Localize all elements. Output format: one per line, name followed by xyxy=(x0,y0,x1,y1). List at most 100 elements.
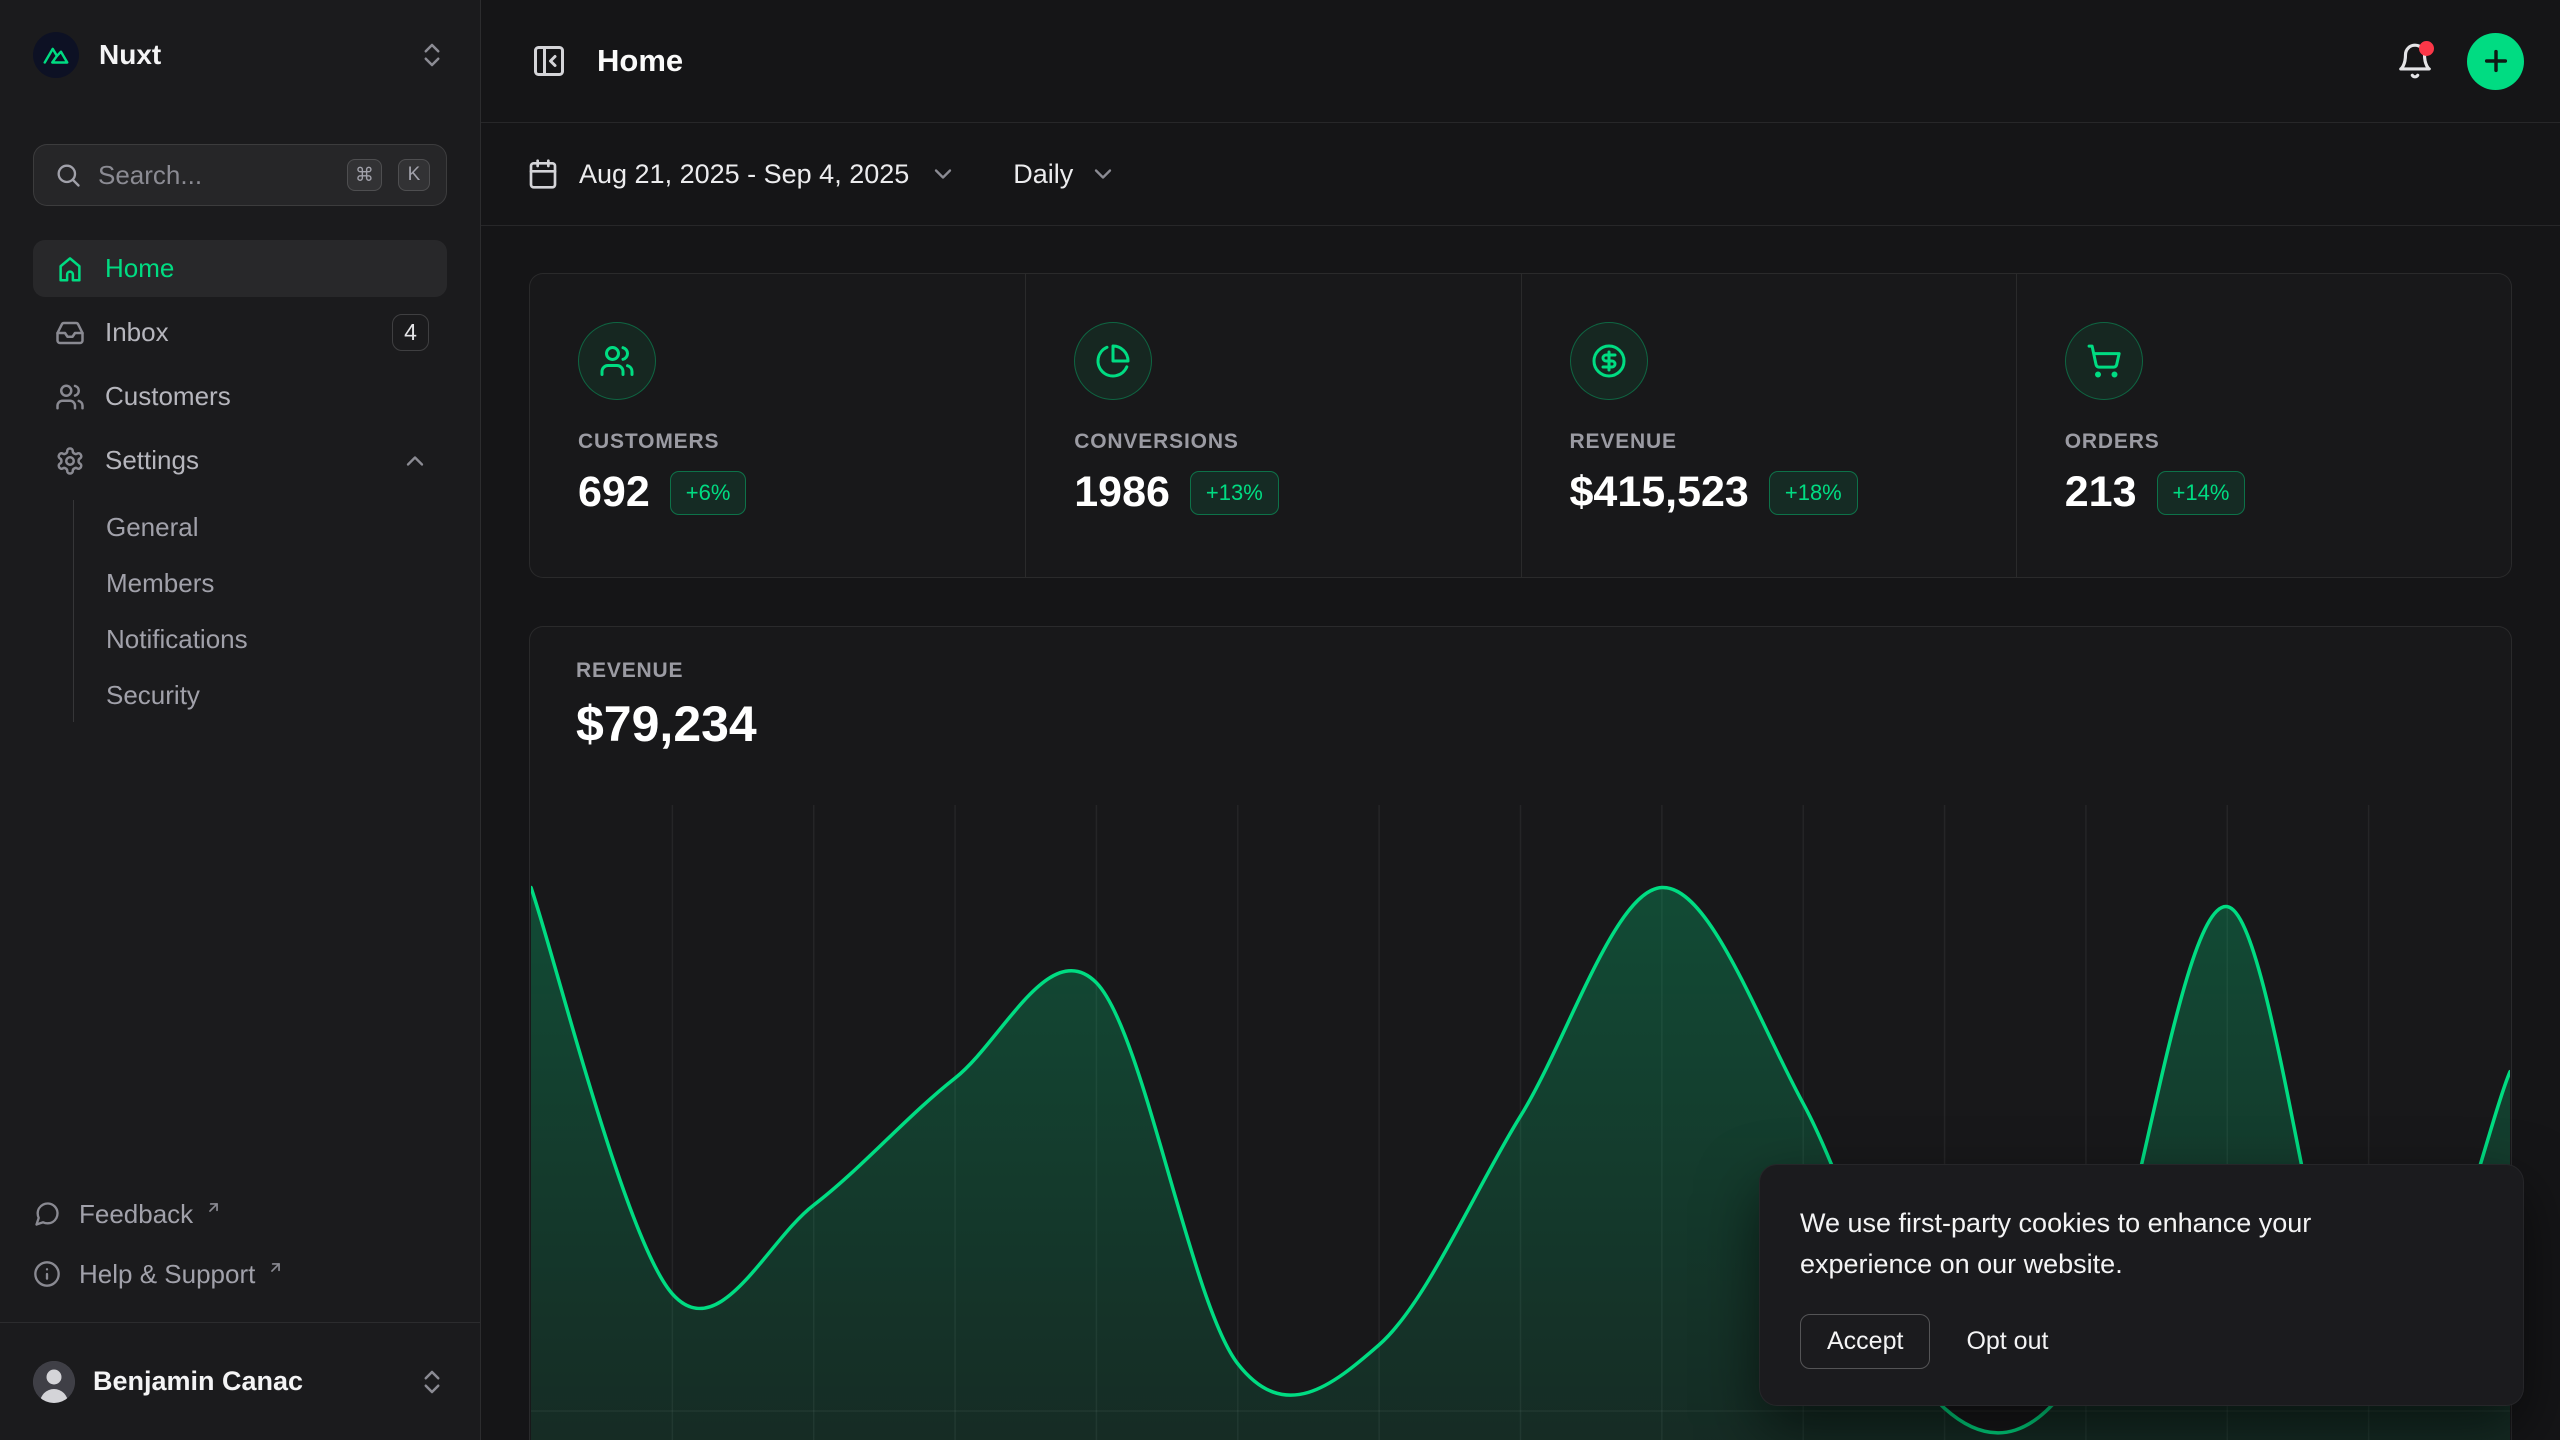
revenue-chart-card: REVENUE $79,234 xyxy=(529,626,2512,1440)
cookie-message: We use first-party cookies to enhance yo… xyxy=(1800,1208,2312,1279)
stat-conversions: CONVERSIONS 1986 +13% xyxy=(1025,274,1520,577)
date-range-picker[interactable]: Aug 21, 2025 - Sep 4, 2025 xyxy=(527,158,957,190)
notifications-button[interactable] xyxy=(2391,37,2439,85)
gear-icon xyxy=(55,446,85,476)
settings-subnav: General Members Notifications Security xyxy=(73,500,447,722)
stat-orders: ORDERS 213 +14% xyxy=(2015,274,2511,577)
stat-value: 213 xyxy=(2064,468,2137,516)
header-actions xyxy=(2391,32,2524,90)
stat-icon-badge xyxy=(2064,322,2143,400)
stat-label: CUSTOMERS xyxy=(578,430,720,453)
search-placeholder: Search... xyxy=(98,159,203,190)
dollar-circle-icon xyxy=(1592,344,1625,378)
stat-icon-badge xyxy=(1074,322,1153,400)
users-icon xyxy=(600,346,634,376)
chart-area-fill xyxy=(531,887,2510,1440)
user-name: Benjamin Canac xyxy=(93,1366,304,1396)
date-range-label: Aug 21, 2025 - Sep 4, 2025 xyxy=(579,158,910,189)
stat-value: $415,523 xyxy=(1569,468,1749,516)
filters-toolbar: Aug 21, 2025 - Sep 4, 2025 Daily xyxy=(481,123,2560,226)
sidebar-item-settings[interactable]: Settings xyxy=(33,432,447,489)
panel-left-close-icon xyxy=(534,46,564,76)
stat-icon-badge xyxy=(1569,322,1648,400)
period-select[interactable]: Daily xyxy=(1013,159,1117,190)
pie-chart-icon xyxy=(1096,344,1130,378)
inbox-icon xyxy=(55,318,85,348)
sidebar-item-notifications[interactable]: Notifications xyxy=(92,612,447,666)
workspace-switcher[interactable]: Nuxt xyxy=(23,24,457,86)
feedback-label: Feedback xyxy=(79,1198,194,1229)
subnav-label: General xyxy=(106,511,199,542)
search-icon xyxy=(54,161,82,189)
cookie-banner: We use first-party cookies to enhance yo… xyxy=(1759,1164,2524,1406)
sidebar-item-label: Inbox xyxy=(105,317,169,347)
sidebar-item-label: Customers xyxy=(105,381,231,411)
sidebar-item-security[interactable]: Security xyxy=(92,668,447,722)
chart-line xyxy=(531,885,2510,1435)
opt-out-button[interactable]: Opt out xyxy=(1966,1327,2049,1355)
revenue-label: REVENUE xyxy=(576,659,684,682)
bell-icon xyxy=(2399,43,2431,79)
stat-label: ORDERS xyxy=(2064,430,2160,453)
page-header: Home xyxy=(481,0,2560,123)
subnav-label: Notifications xyxy=(106,623,248,654)
workspace-name: Nuxt xyxy=(99,39,162,70)
chevrons-up-down-icon xyxy=(417,40,447,70)
sidebar-item-customers[interactable]: Customers xyxy=(33,368,447,425)
calendar-icon xyxy=(527,158,559,190)
sidebar-item-members[interactable]: Members xyxy=(92,556,447,610)
search-input[interactable]: Search... ⌘ K xyxy=(33,144,447,206)
sidebar-item-label: Settings xyxy=(105,445,199,475)
stat-label: CONVERSIONS xyxy=(1074,430,1239,453)
sidebar-footer-links: Feedback Help & Support xyxy=(33,1186,447,1322)
info-circle-icon xyxy=(33,1260,61,1288)
arrow-up-right-icon xyxy=(205,1199,222,1216)
sidebar-item-label: Home xyxy=(105,253,175,283)
stat-label: REVENUE xyxy=(1569,430,1677,453)
sidebar: Nuxt Search... ⌘ K Home xyxy=(0,0,481,1440)
revenue-card-header: REVENUE $79,234 xyxy=(530,627,2511,753)
create-button[interactable] xyxy=(2467,32,2524,90)
plus-icon xyxy=(2484,49,2507,73)
sidebar-collapse-button[interactable] xyxy=(527,39,571,83)
stat-revenue: REVENUE $415,523 +18% xyxy=(1520,274,2016,577)
subnav-label: Members xyxy=(106,567,215,598)
users-icon xyxy=(55,382,85,412)
chevron-down-icon xyxy=(929,160,957,188)
home-icon xyxy=(55,254,85,284)
cookie-actions: Accept Opt out xyxy=(1800,1314,2483,1369)
sidebar-item-general[interactable]: General xyxy=(92,500,447,554)
message-circle-icon xyxy=(33,1200,61,1228)
content: CUSTOMERS 692 +6% CONVERSIONS 1986 +13% xyxy=(481,226,2560,1440)
subnav-label: Security xyxy=(106,679,200,710)
user-menu[interactable]: Benjamin Canac xyxy=(23,1351,457,1413)
stat-delta-badge: +13% xyxy=(1189,470,1279,515)
notification-dot xyxy=(2419,41,2434,56)
accept-button[interactable]: Accept xyxy=(1800,1314,1931,1369)
stat-value: 1986 xyxy=(1074,468,1170,516)
sidebar-user-section: Benjamin Canac xyxy=(0,1322,480,1440)
stat-delta-badge: +18% xyxy=(1768,470,1858,515)
avatar xyxy=(33,1360,75,1403)
stat-value: 692 xyxy=(578,468,650,516)
shopping-cart-icon xyxy=(2087,344,2121,378)
period-label: Daily xyxy=(1013,158,1074,189)
chevron-up-icon xyxy=(401,447,429,475)
chevrons-up-down-icon xyxy=(417,1367,447,1397)
revenue-total-value: $79,234 xyxy=(576,696,757,752)
help-support-link[interactable]: Help & Support xyxy=(15,1246,465,1302)
stat-icon-badge xyxy=(578,322,656,400)
sidebar-spacer xyxy=(33,722,447,1186)
sidebar-item-inbox[interactable]: Inbox 4 xyxy=(33,304,447,361)
nuxt-logo xyxy=(33,32,79,78)
stat-customers: CUSTOMERS 692 +6% xyxy=(530,274,1025,577)
inbox-count-badge: 4 xyxy=(392,314,429,351)
sidebar-item-home[interactable]: Home xyxy=(33,240,447,297)
stat-delta-badge: +14% xyxy=(2156,470,2246,515)
stat-delta-badge: +6% xyxy=(669,470,747,515)
main-panel: Home Aug 21, 2025 - Sep 4, 2025 Daily xyxy=(481,0,2560,1440)
feedback-link[interactable]: Feedback xyxy=(15,1186,465,1242)
sidebar-nav: Home Inbox 4 Customers Settings xyxy=(33,240,447,722)
arrow-up-right-icon xyxy=(267,1259,284,1276)
kbd-command: ⌘ xyxy=(347,159,382,191)
